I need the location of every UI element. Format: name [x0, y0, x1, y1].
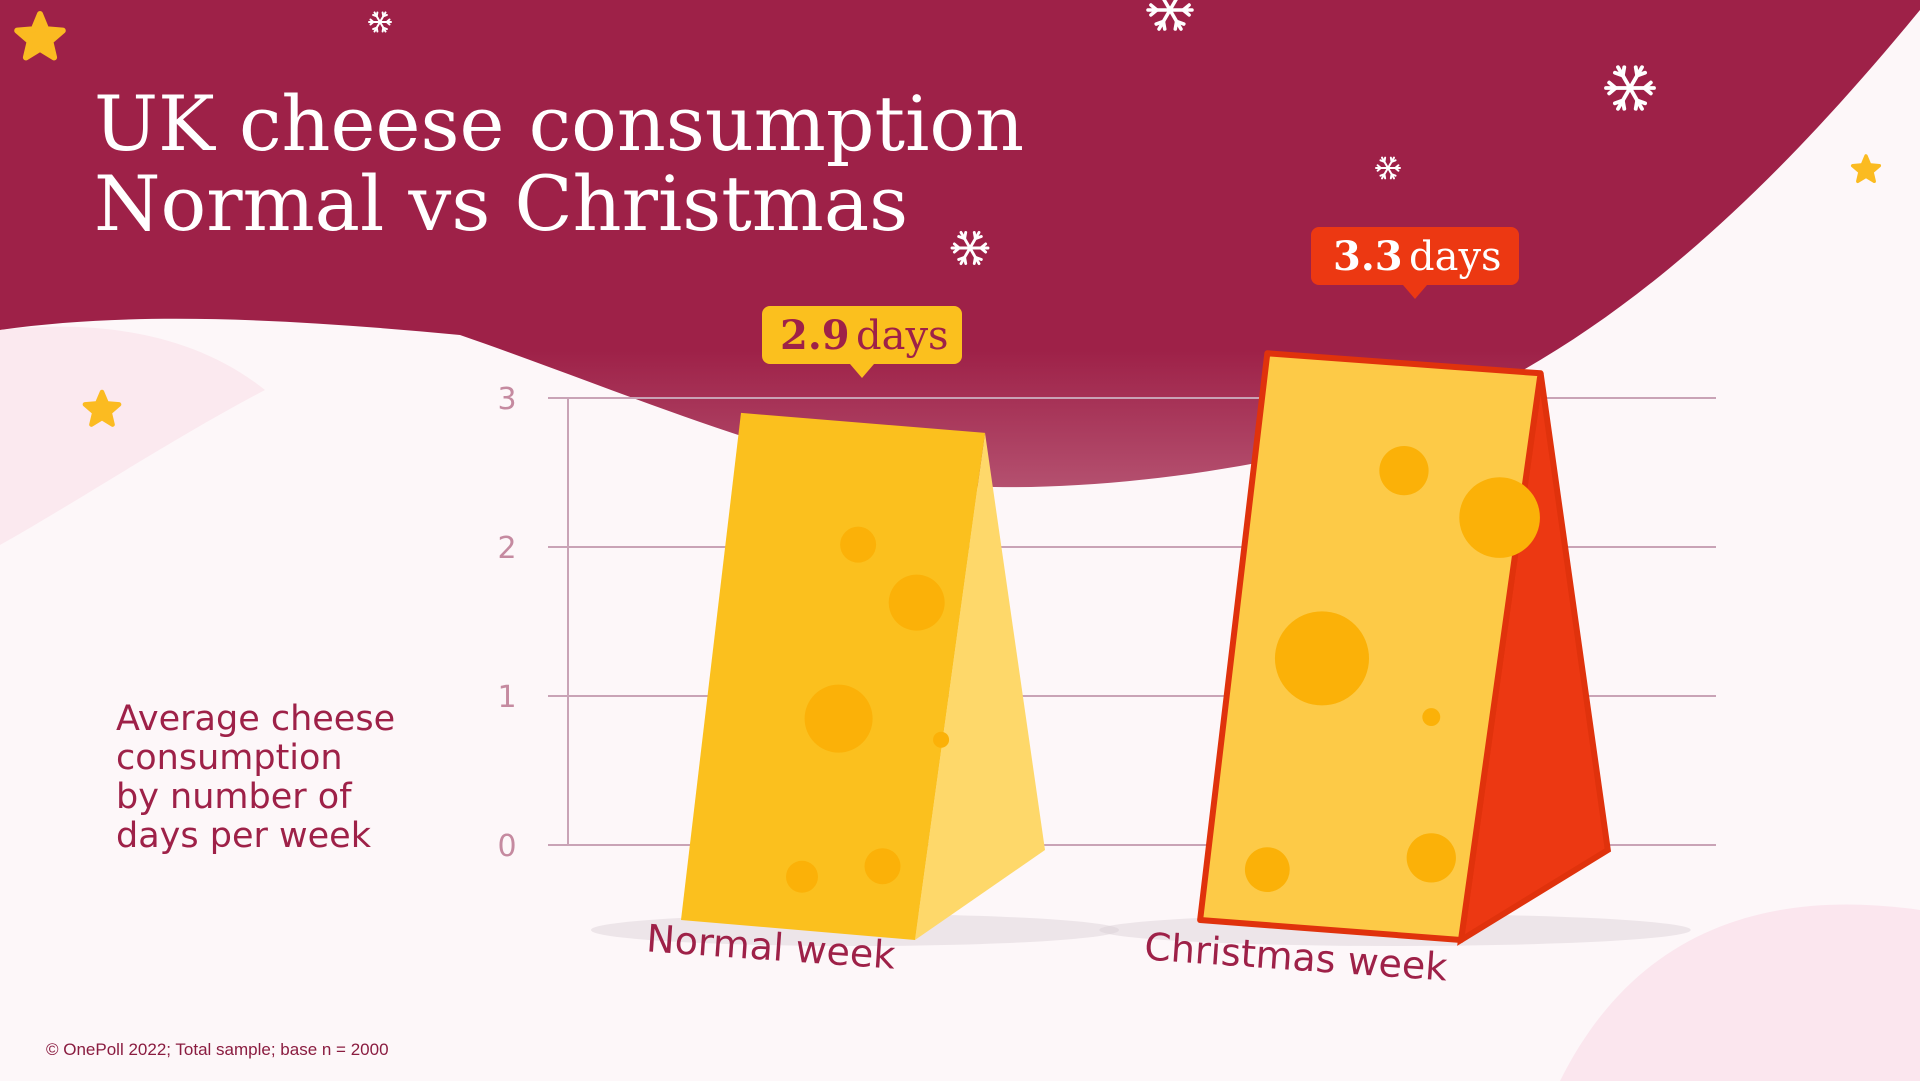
snowflake-branch [382, 13, 388, 18]
snowflake-branch [1607, 80, 1618, 90]
snowflake-branch [385, 21, 391, 26]
cheese-hole [1406, 833, 1456, 883]
snowflake-branch [979, 246, 988, 254]
snowflake-arm [1616, 86, 1632, 111]
snowflake-arm [968, 246, 981, 266]
snowflake-branch [1620, 65, 1627, 78]
snowflake-branch [381, 26, 385, 33]
snowflake-branch [1642, 86, 1653, 96]
y-axis-label-line-1: Average cheese [116, 699, 396, 739]
y-axis-label-line-3: by number of [116, 777, 352, 817]
snowflake-branch [1376, 164, 1382, 169]
y-tick-label: 0 [497, 829, 516, 864]
value-label: 3.3 [1333, 233, 1403, 280]
snowflake-branch [952, 242, 961, 250]
cheese-hole [1274, 611, 1370, 706]
snowflake-arm [1168, 0, 1178, 12]
value-callout-pointer [850, 364, 874, 378]
value-callout-box [1311, 227, 1519, 285]
snowflake-arm [1628, 65, 1644, 90]
snowflake-icon [1604, 65, 1656, 111]
snowflake-arm [1616, 65, 1632, 90]
snowflake-arm [1381, 167, 1389, 180]
cheese-hole [888, 574, 945, 631]
star-icon [82, 389, 122, 427]
value-unit-label: days [1409, 234, 1502, 280]
snowflake-arm [1168, 8, 1183, 31]
y-tick-label: 1 [497, 680, 516, 715]
bar-side-face [915, 432, 1045, 940]
snowflake-branch [972, 255, 977, 265]
bar-front-face [681, 412, 985, 940]
snowflake-branch [1390, 159, 1397, 163]
cheese-hole [1244, 847, 1290, 892]
snowflake-branch [375, 11, 379, 18]
value-label: 2.9 [780, 312, 850, 359]
cheese-hole [1422, 708, 1441, 727]
source-note: © OnePoll 2022; Total sample; base n = 2… [46, 1040, 389, 1059]
snowflake-arm [379, 11, 387, 23]
snowflake-arm [968, 230, 981, 250]
snowflake-arm [379, 21, 387, 33]
snowflake-arm [373, 21, 381, 33]
snowflake-arm [1162, 0, 1172, 12]
snowflake-arm [959, 230, 972, 250]
snowflake-branch [1389, 173, 1393, 180]
pink-hill-left [0, 326, 265, 545]
snowflake-branch [1173, 19, 1179, 31]
snowflake-arm [1157, 8, 1172, 31]
snowflake-icon [368, 11, 392, 33]
cheese-hole [786, 860, 818, 893]
snowflake-arm [1381, 156, 1389, 169]
cheese-hole [1459, 477, 1540, 558]
snowflake-branch [1154, 19, 1166, 26]
star-icon [1850, 154, 1882, 184]
snowflake-arm [1387, 156, 1395, 169]
snowflake-branch [963, 231, 968, 241]
snowflake-branch [1149, 3, 1159, 12]
cheese-hole [804, 684, 873, 753]
snowflake-branch [1633, 98, 1640, 111]
snowflake-arm [959, 246, 972, 266]
snowflake-branch [1181, 8, 1191, 17]
star-icon [14, 11, 66, 61]
cheese-hole [864, 848, 901, 885]
snowflake-branch [1394, 167, 1400, 172]
value-callout-pointer [1403, 285, 1427, 299]
value-callout-box [762, 306, 962, 364]
snowflake-icon [1146, 0, 1194, 31]
snowflake-arm [1628, 86, 1644, 111]
value-unit-label: days [856, 313, 949, 359]
snowflake-branch [957, 255, 967, 261]
snowflake-branch [1379, 173, 1386, 177]
chart-title-line-2: Normal vs Christmas [94, 159, 909, 248]
bar-front-face [1197, 350, 1544, 943]
snowflake-branch [369, 18, 375, 23]
y-axis-label-line-4: days per week [116, 816, 371, 856]
snowflake-icon [1375, 156, 1401, 180]
snowflake-branch [1635, 70, 1648, 78]
cheese-hole [840, 526, 877, 563]
snowflake-branch [372, 26, 378, 31]
cheese-hole [933, 731, 950, 748]
y-axis-label-line-2: consumption [116, 738, 343, 778]
cheese-hole [1379, 446, 1429, 496]
snowflake-branch [1383, 156, 1387, 163]
y-tick-label: 3 [497, 382, 516, 417]
snowflake-branch [1612, 98, 1625, 106]
y-tick-label: 2 [497, 531, 516, 566]
snowflake-arm [1387, 167, 1395, 180]
snowflake-arm [373, 11, 381, 23]
snowflake-icon [950, 230, 990, 266]
pink-hill-right [1560, 904, 1920, 1081]
chart-title-line-1: UK cheese consumption [94, 79, 1025, 168]
snowflake-branch [973, 235, 983, 241]
